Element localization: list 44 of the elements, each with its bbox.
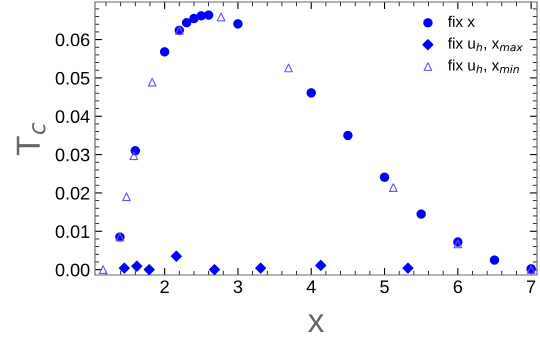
point bbox=[148, 78, 157, 86]
x-tick-label: 7 bbox=[527, 280, 536, 293]
point bbox=[453, 240, 462, 248]
y-tick-label: 0.01 bbox=[56, 225, 90, 238]
x-axis-title: x bbox=[308, 314, 324, 332]
point bbox=[284, 64, 293, 72]
point bbox=[189, 14, 199, 24]
point bbox=[182, 18, 192, 28]
point bbox=[490, 255, 500, 265]
y-tick-label: 0.02 bbox=[56, 186, 90, 200]
point bbox=[204, 10, 214, 20]
y-tick-label: 0.06 bbox=[56, 34, 90, 46]
point bbox=[98, 265, 108, 274]
point bbox=[306, 88, 316, 98]
legend-label: fix u$_{h}$, x$_{max}$ bbox=[448, 38, 523, 52]
point bbox=[129, 151, 138, 160]
y-tick-label: 0.03 bbox=[56, 148, 90, 162]
x-tick-label: 4 bbox=[306, 280, 316, 293]
point bbox=[343, 130, 353, 140]
x-tick-label: 3 bbox=[234, 280, 242, 294]
y-tick-label: 0.05 bbox=[56, 72, 90, 85]
point bbox=[118, 262, 130, 274]
point bbox=[131, 260, 142, 272]
point bbox=[160, 47, 170, 57]
point bbox=[208, 264, 220, 275]
x-tick-label: 6 bbox=[454, 280, 462, 294]
point bbox=[388, 183, 398, 192]
legend-label: fix x bbox=[448, 16, 475, 27]
legend-label: fix u$_{h}$, x$_{min}$ bbox=[448, 59, 519, 74]
x-tick-label: 5 bbox=[380, 280, 389, 294]
point bbox=[255, 262, 266, 274]
point bbox=[216, 12, 226, 22]
point bbox=[144, 264, 155, 275]
y-tick-label: 0.04 bbox=[56, 110, 90, 123]
point bbox=[416, 209, 426, 219]
point bbox=[122, 192, 131, 202]
y-axis-title: T$_{c}$ bbox=[16, 122, 46, 156]
point bbox=[402, 262, 414, 274]
point bbox=[315, 260, 326, 271]
point bbox=[233, 19, 243, 29]
point bbox=[380, 172, 390, 182]
x-tick-label: 2 bbox=[160, 280, 169, 293]
point bbox=[170, 250, 182, 262]
y-tick-label: 0.00 bbox=[56, 264, 90, 276]
